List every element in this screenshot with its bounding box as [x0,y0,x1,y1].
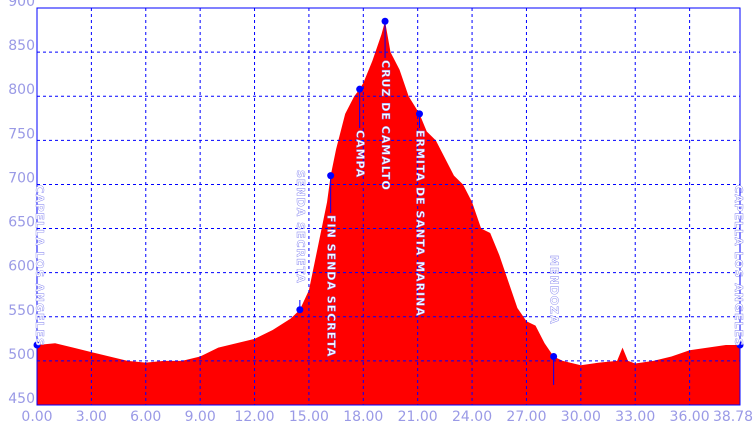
waypoint-marker [415,110,423,118]
waypoint-label: CAPELLA LOS ANGELES [33,185,46,347]
waypoint-marker [296,306,304,314]
waypoint-label: MENDOZA [548,255,561,325]
x-tick-label: 3.00 [76,409,107,425]
waypoint-label: SENDA SECRETA [294,170,307,284]
x-tick-label: 12.00 [234,409,274,425]
waypoint-label: FIN SENDA SECRETA [325,215,338,357]
x-tick-label: 33.00 [615,409,655,425]
waypoint-marker [381,17,389,25]
x-tick-label: 24.00 [452,409,492,425]
plot-frame [36,7,741,406]
x-tick-label: 0.00 [21,409,52,425]
waypoint-label: CAMPA [354,130,367,178]
waypoint-label: ERMITA DE SANTA MARINA [413,130,426,317]
x-tick-label: 6.00 [130,409,161,425]
x-tick-label: 30.00 [561,409,601,425]
y-tick-label: 500 [8,347,35,363]
waypoint-marker [736,341,744,349]
y-tick-label: 700 [8,170,35,186]
x-tick-label: 27.00 [506,409,546,425]
y-tick-label: 600 [8,259,35,275]
waypoint-label: CRUZ DE CAMALTO [379,60,392,191]
y-tick-label: 750 [8,126,35,142]
waypoint-marker [33,341,41,349]
x-tick-label: 18.00 [343,409,383,425]
y-tick-label: 650 [8,215,35,231]
waypoint-marker [327,172,335,180]
waypoint-marker [356,85,364,93]
y-tick-label: 900 [8,0,35,10]
y-tick-label: 550 [8,303,35,319]
waypoint-marker [550,352,558,360]
x-tick-label: 38.78 [713,409,753,425]
x-tick-label: 9.00 [185,409,216,425]
waypoint-label: CAPELLA LOS ANGELES [732,185,745,347]
x-tick-label: 36.00 [670,409,710,425]
y-tick-label: 800 [8,82,35,98]
elevation-area [37,21,740,405]
y-tick-label: 850 [8,38,35,54]
y-tick-label: 450 [8,391,35,407]
x-tick-label: 15.00 [289,409,329,425]
x-tick-label: 21.00 [398,409,438,425]
